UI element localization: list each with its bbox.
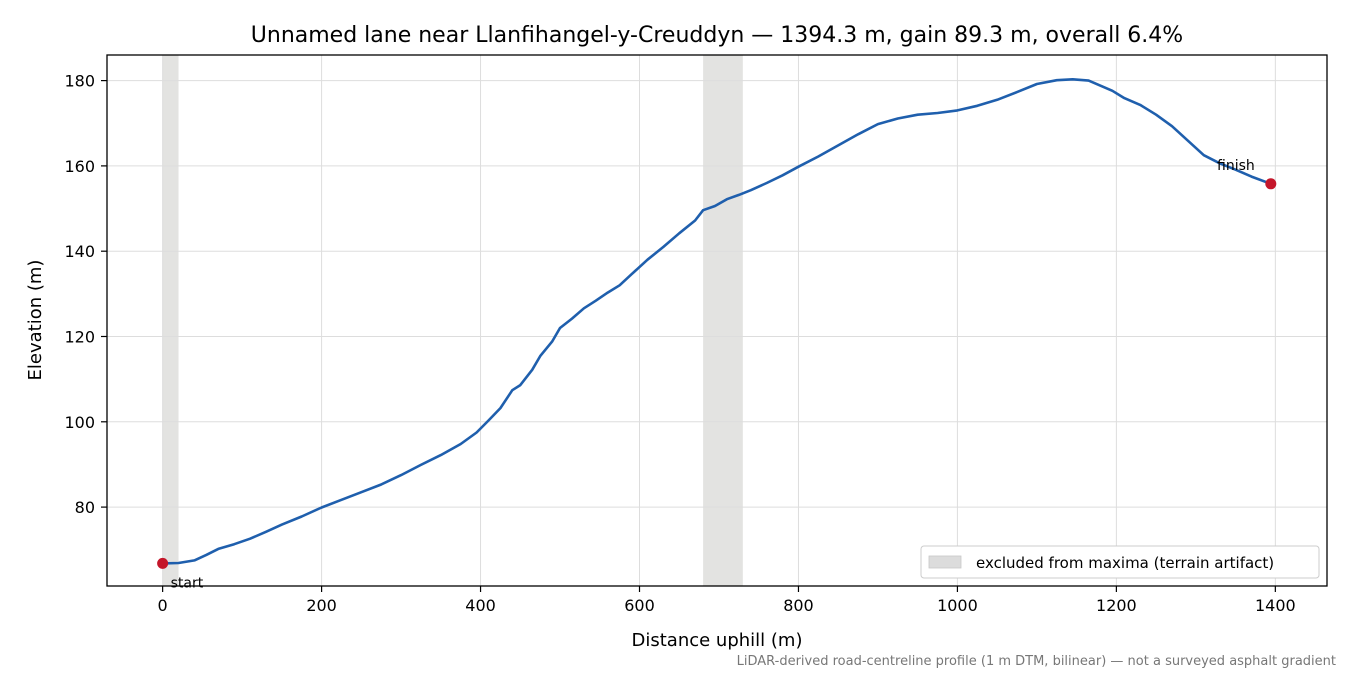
excluded-bands	[162, 55, 743, 586]
x-tick-label: 600	[624, 596, 655, 615]
finish-marker	[1265, 178, 1277, 190]
x-tick-label: 400	[465, 596, 496, 615]
excluded-band-0	[162, 55, 179, 586]
finish-label: finish	[1217, 158, 1255, 174]
y-tick-label: 140	[64, 242, 95, 261]
y-tick-label: 180	[64, 72, 95, 91]
x-tick-label: 0	[158, 596, 168, 615]
x-tick-label: 1400	[1255, 596, 1296, 615]
y-tick-label: 80	[75, 498, 95, 517]
legend-swatch	[928, 555, 962, 569]
point-markers: start finish	[157, 158, 1277, 591]
y-tick-label: 100	[64, 413, 95, 432]
series-group	[162, 78, 1272, 565]
start-label: start	[171, 575, 204, 591]
x-axis-label: Distance uphill (m)	[632, 630, 803, 651]
x-tick-label: 1000	[937, 596, 978, 615]
excluded-band-1	[703, 55, 743, 586]
legend-box	[920, 545, 1320, 579]
elevation-line	[162, 78, 1272, 565]
grid-lines	[107, 55, 1327, 586]
chart-title: Unnamed lane near Llanfihangel-y-Creuddy…	[251, 23, 1183, 48]
y-tick-label: 160	[64, 157, 95, 176]
x-tick-label: 800	[783, 596, 814, 615]
x-tick-label: 1200	[1096, 596, 1137, 615]
footnote: LiDAR-derived road-centreline profile (1…	[737, 654, 1336, 669]
x-tick-label: 200	[306, 596, 337, 615]
y-axis-label: Elevation (m)	[25, 260, 46, 381]
y-tick-label: 120	[64, 327, 95, 346]
start-marker	[157, 557, 169, 569]
axis-ticks: 0 200 400 600 800 1000 1200 1400 80 100 120 140 160 1…	[64, 72, 1295, 615]
plot-frame	[106, 54, 1328, 587]
legend: excluded from maxima (terrain artifact)	[920, 545, 1320, 579]
legend-label: excluded from maxima (terrain artifact)	[976, 554, 1274, 572]
